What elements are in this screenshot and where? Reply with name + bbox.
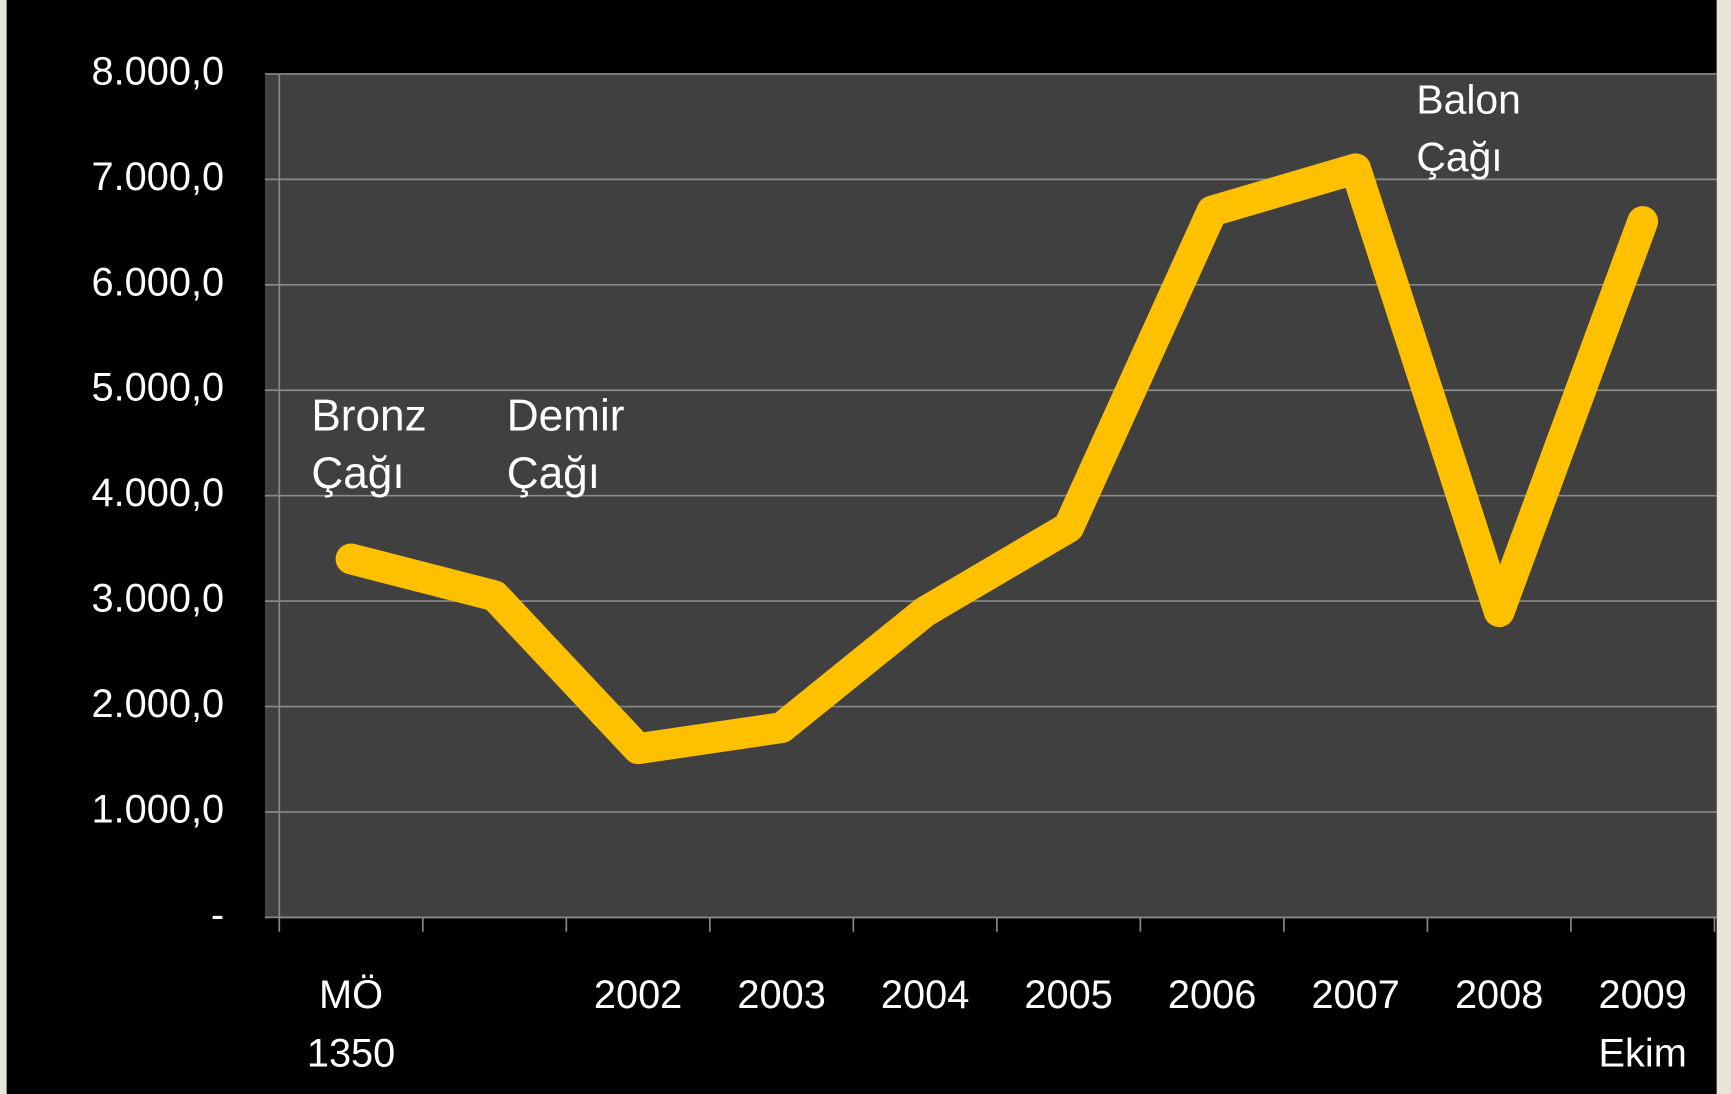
x-tick-label: 2006 [1167,971,1257,1017]
data-line [335,153,1659,765]
y-tick-label: 5.000,0 [92,366,225,410]
annotation: Demir Çağı [506,391,625,498]
y-tick-label: 8.000,0 [92,49,225,93]
y-tick-label: 2.000,0 [92,682,225,726]
x-tick-label: 2003 [737,971,826,1017]
x-tick-label: 2009 Ekim [1598,971,1687,1076]
x-tick-label: 2002 [593,971,683,1017]
y-tick-label: 6.000,0 [92,260,225,304]
y-tick-label: 7.000,0 [92,155,225,199]
annotation: Balon Çağı [1416,77,1521,180]
x-tick-label: 2008 [1454,971,1544,1017]
x-tick-label: 2004 [880,971,970,1017]
y-tick-label: 4.000,0 [92,471,225,515]
y-tick-label: 1.000,0 [92,787,225,831]
x-tick-label: 2005 [1024,971,1113,1017]
annotation: Bronz Çağı [311,391,427,498]
x-tick-label: MÖ 1350 [306,971,396,1076]
y-tick-label: 3.000,0 [92,577,225,621]
x-tick-label: 2007 [1311,971,1400,1017]
y-tick-label: - [211,893,224,937]
